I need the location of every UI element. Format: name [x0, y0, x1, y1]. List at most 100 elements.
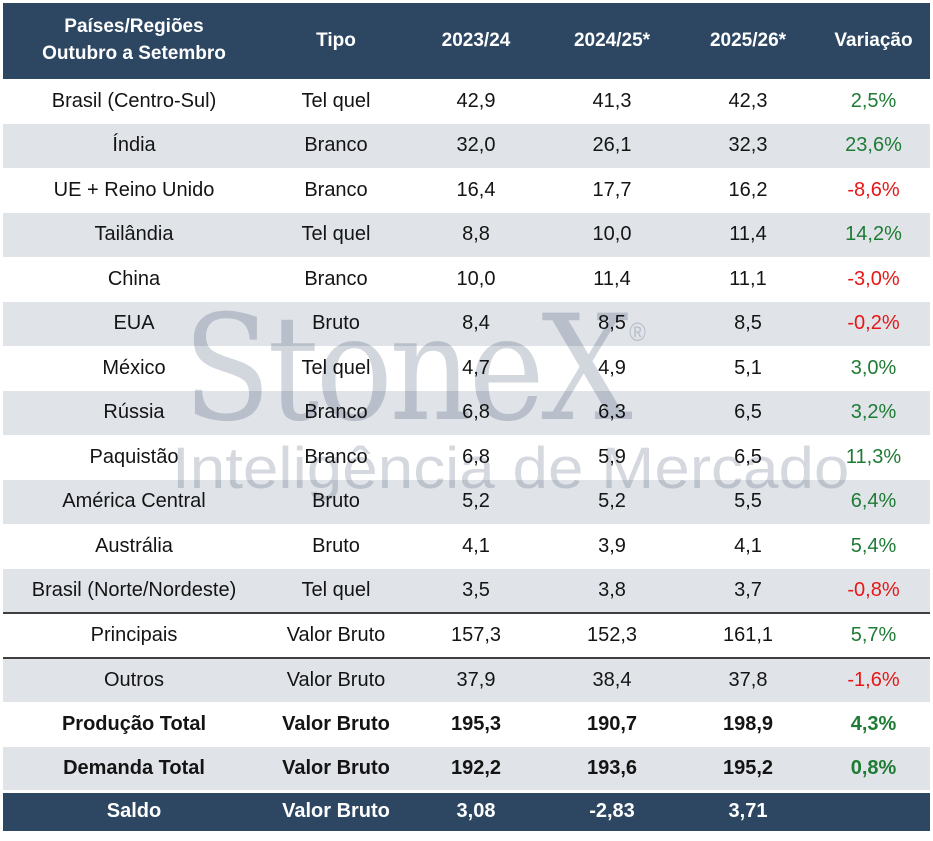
variation-cell: -0,2% — [847, 312, 900, 335]
tipo-cell: Branco — [304, 445, 368, 468]
tipo-cell: Branco — [304, 267, 368, 290]
variation-cell: 23,6% — [845, 134, 902, 157]
value-2024-25-cell: 11,4 — [593, 267, 631, 290]
table-row: Saldo Valor Bruto 3,08 -2,83 3,71 — [3, 789, 930, 831]
table-row: Principais Valor Bruto 157,3 152,3 161,1 5,7% — [3, 612, 930, 658]
value-2024-25-cell: 10,0 — [592, 223, 632, 246]
value-2024-25-cell: 193,6 — [586, 756, 638, 779]
value-2023-24-cell: 3,5 — [462, 578, 490, 601]
variation-cell: 4,3% — [850, 712, 897, 735]
variation-cell: 11,3% — [845, 445, 902, 468]
table-row: América Central Bruto 5,2 5,2 5,5 6,4% — [3, 479, 930, 524]
variation-cell — [817, 789, 930, 831]
tipo-cell: Valor Bruto — [265, 612, 407, 658]
value-2023-24-cell: 8,4 — [462, 312, 490, 335]
value-2025-26-cell: 198,9 — [722, 712, 774, 735]
table-row: Índia Branco 32,0 26,1 32,3 23,6% — [3, 123, 930, 168]
value-2023-24-cell: 8,8 — [462, 223, 490, 246]
value-2025-26-cell: 37,8 — [679, 656, 817, 702]
row-label-cell: Outros — [3, 656, 265, 702]
table-row: Brasil (Centro-Sul) Tel quel 42,9 41,3 42,3 2… — [3, 79, 930, 124]
row-label-cell: Índia — [112, 134, 156, 157]
value-2024-25-cell: 5,2 — [598, 490, 626, 513]
table-row: Tailândia Tel quel 8,8 10,0 11,4 14,2% — [3, 212, 930, 257]
value-2025-26-cell: 5,1 — [734, 356, 762, 379]
value-2024-25-cell: 6,3 — [598, 401, 626, 424]
value-2023-24-cell: 195,3 — [450, 712, 502, 735]
table-row: UE + Reino Unido Branco 16,4 17,7 16,2 -8,6% — [3, 168, 930, 213]
value-2024-25-cell: 8,5 — [598, 312, 626, 335]
header-variacao-column: Variação — [817, 3, 930, 79]
tipo-cell: Tel quel — [301, 356, 371, 379]
row-label-cell: Paquistão — [89, 445, 179, 468]
variation-cell: 6,4% — [850, 490, 897, 513]
tipo-cell: Valor Bruto — [265, 789, 407, 831]
variation-cell: 2,5% — [850, 89, 897, 112]
value-2023-24-cell: 3,08 — [407, 789, 545, 831]
variation-cell: 0,8% — [850, 756, 897, 779]
table-row: China Branco 10,0 11,4 11,1 -3,0% — [3, 257, 930, 302]
table-row: Brasil (Norte/Nordeste) Tel quel 3,5 3,8 3,7… — [3, 568, 930, 613]
tipo-cell: Branco — [304, 134, 368, 157]
value-2024-25-cell: 26,1 — [592, 134, 632, 157]
value-2024-25-cell: 3,9 — [598, 534, 626, 557]
value-2023-24-cell: 4,1 — [462, 534, 490, 557]
header-2025-26-column: 2025/26* — [679, 3, 817, 79]
variation-cell: 3,0% — [850, 356, 897, 379]
tipo-cell: Tel quel — [301, 89, 371, 112]
value-2025-26-cell: 4,1 — [734, 534, 762, 557]
row-label-cell: China — [107, 267, 161, 290]
row-label-cell: Saldo — [3, 789, 265, 831]
table-row: Rússia Branco 6,8 6,3 6,5 3,2% — [3, 390, 930, 435]
value-2024-25-cell: -2,83 — [545, 789, 679, 831]
value-2025-26-cell: 11,4 — [729, 223, 767, 246]
row-label-cell: América Central — [62, 490, 206, 513]
table-row: EUA Bruto 8,4 8,5 8,5 -0,2% — [3, 301, 930, 346]
tipo-cell: Tel quel — [301, 223, 371, 246]
header-2023-24-column: 2023/24 — [407, 3, 545, 79]
tipo-cell: Valor Bruto — [265, 656, 407, 702]
row-label-cell: Tailândia — [94, 223, 174, 246]
tipo-cell: Bruto — [312, 490, 360, 513]
header-region-line1: Países/Regiões — [64, 16, 204, 38]
value-2023-24-cell: 157,3 — [407, 612, 545, 658]
value-2023-24-cell: 16,4 — [456, 178, 496, 201]
value-2023-24-cell: 5,2 — [462, 490, 490, 513]
value-2023-24-cell: 192,2 — [450, 756, 502, 779]
variation-cell: -0,8% — [847, 578, 900, 601]
tipo-cell: Valor Bruto — [282, 712, 390, 735]
table-row: Austrália Bruto 4,1 3,9 4,1 5,4% — [3, 524, 930, 569]
row-label-cell: Austrália — [95, 534, 173, 557]
variation-cell: 5,7% — [817, 612, 930, 658]
row-label-cell: México — [102, 356, 166, 379]
value-2025-26-cell: 8,5 — [734, 312, 762, 335]
value-2023-24-cell: 10,0 — [456, 267, 496, 290]
header-tipo-column: Tipo — [265, 3, 407, 79]
value-2024-25-cell: 41,3 — [592, 89, 632, 112]
tipo-cell: Branco — [304, 401, 368, 424]
header-row: Países/Regiões Outubro a Setembro Tipo 2… — [3, 3, 930, 79]
row-label-cell: Produção Total — [61, 712, 207, 735]
value-2023-24-cell: 42,9 — [456, 89, 496, 112]
value-2025-26-cell: 11,1 — [729, 267, 767, 290]
value-2025-26-cell: 3,71 — [679, 789, 817, 831]
table-row: México Tel quel 4,7 4,9 5,1 3,0% — [3, 346, 930, 391]
variation-cell: 14,2% — [845, 223, 902, 246]
row-label-cell: UE + Reino Unido — [53, 178, 215, 201]
value-2025-26-cell: 6,5 — [734, 445, 762, 468]
row-label-cell: Brasil (Centro-Sul) — [51, 89, 217, 112]
table-row: Paquistão Branco 6,8 5,9 6,5 11,3% — [3, 435, 930, 480]
row-label-cell: Brasil (Norte/Nordeste) — [31, 578, 237, 601]
value-2024-25-cell: 152,3 — [545, 612, 679, 658]
value-2024-25-cell: 3,8 — [598, 578, 626, 601]
variation-cell: -8,6% — [847, 178, 900, 201]
variation-cell: 3,2% — [850, 401, 897, 424]
value-2024-25-cell: 17,7 — [592, 178, 632, 201]
header-2024-25-column: 2024/25* — [545, 3, 679, 79]
value-2023-24-cell: 37,9 — [407, 656, 545, 702]
table-body: Brasil (Centro-Sul) Tel quel 42,9 41,3 42,3 2… — [3, 79, 930, 831]
tipo-cell: Bruto — [312, 534, 360, 557]
value-2025-26-cell: 32,3 — [728, 134, 768, 157]
table-row: Demanda Total Valor Bruto 192,2 193,6 195,2 0… — [3, 746, 930, 791]
